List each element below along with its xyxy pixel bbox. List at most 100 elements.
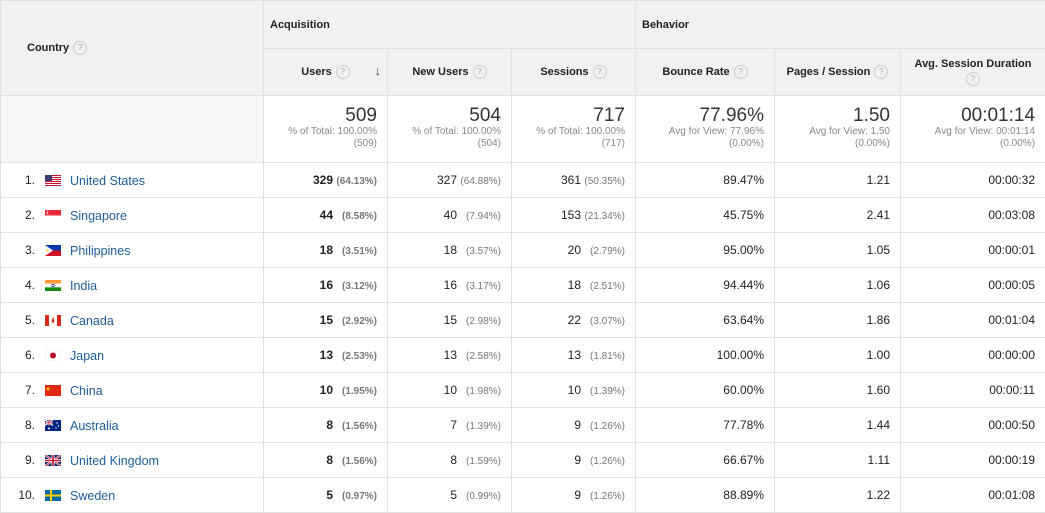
help-icon[interactable]: ?	[473, 65, 487, 79]
table-row: 8.Australia 8(1.56%) 7(1.39%) 9(1.26%) 7…	[1, 408, 1045, 443]
help-icon[interactable]: ?	[593, 65, 607, 79]
users-value: 8	[326, 418, 333, 432]
avg-duration-cell: 00:00:01	[901, 233, 1045, 268]
users-cell: 329(64.13%)	[264, 163, 388, 198]
table-row: 2.Singapore 44(8.58%) 40(7.94%) 153(21.3…	[1, 198, 1045, 233]
country-cell: 1.United States	[1, 163, 264, 198]
sessions-column-header[interactable]: Sessions?	[512, 49, 636, 96]
avg-duration-column-header[interactable]: Avg. Session Duration?	[901, 49, 1045, 96]
new-users-cell: 7(1.39%)	[388, 408, 512, 443]
flag-us-icon	[45, 175, 61, 186]
sort-descending-icon[interactable]: ↓	[375, 63, 382, 78]
bounce-rate-cell: 94.44%	[636, 268, 775, 303]
sessions-value: 9	[574, 488, 581, 502]
sessions-percent: (3.07%)	[581, 316, 625, 327]
bounce-rate-column-header[interactable]: Bounce Rate?	[636, 49, 775, 96]
pages-session-cell: 1.21	[775, 163, 901, 198]
country-cell: 10. Sweden	[1, 478, 264, 513]
users-value: 15	[320, 313, 333, 327]
table-row: 1.United States 329(64.13%) 327(64.88%) …	[1, 163, 1045, 198]
bounce-rate-cell: 95.00%	[636, 233, 775, 268]
users-column-header[interactable]: Users? ↓	[264, 49, 388, 96]
table-row: 5.Canada 15(2.92%) 15(2.98%) 22(3.07%) 6…	[1, 303, 1045, 338]
users-value: 10	[320, 383, 333, 397]
sessions-percent: (1.26%)	[581, 491, 625, 502]
new-users-cell: 327(64.88%)	[388, 163, 512, 198]
users-percent: (2.53%)	[333, 351, 377, 362]
country-column-header[interactable]: Country?	[1, 1, 264, 96]
pages-session-cell: 1.60	[775, 373, 901, 408]
country-cell: 9.United Kingdom	[1, 443, 264, 478]
row-rank: 7.	[1, 383, 35, 397]
new-users-percent: (1.98%)	[457, 386, 501, 397]
country-cell: 8.Australia	[1, 408, 264, 443]
acquisition-group-header: Acquisition	[264, 1, 636, 49]
help-icon[interactable]: ?	[336, 65, 350, 79]
avg-duration-cell: 00:01:08	[901, 478, 1045, 513]
country-link[interactable]: Japan	[70, 348, 104, 362]
country-link[interactable]: Singapore	[70, 208, 127, 222]
country-link[interactable]: United Kingdom	[70, 453, 159, 467]
users-value: 5	[326, 488, 333, 502]
new-users-header-label: New Users	[412, 66, 468, 78]
bounce-rate-cell: 88.89%	[636, 478, 775, 513]
users-cell: 8(1.56%)	[264, 443, 388, 478]
new-users-column-header[interactable]: New Users?	[388, 49, 512, 96]
sessions-percent: (1.39%)	[581, 386, 625, 397]
users-percent: (0.97%)	[333, 491, 377, 502]
help-icon[interactable]: ?	[874, 65, 888, 79]
new-users-percent: (2.58%)	[457, 351, 501, 362]
sessions-value: 13	[568, 348, 581, 362]
new-users-percent: (7.94%)	[457, 211, 501, 222]
users-cell: 8(1.56%)	[264, 408, 388, 443]
new-users-cell: 10(1.98%)	[388, 373, 512, 408]
flag-se-icon	[45, 490, 61, 501]
new-users-value: 7	[450, 418, 457, 432]
country-link[interactable]: United States	[70, 173, 145, 187]
users-value: 329	[313, 173, 333, 187]
country-header-label: Country	[27, 42, 69, 54]
help-icon[interactable]: ?	[73, 41, 87, 55]
country-link[interactable]: China	[70, 383, 103, 397]
pages-session-cell: 1.44	[775, 408, 901, 443]
avg-duration-cell: 00:03:08	[901, 198, 1045, 233]
pages-session-column-header[interactable]: Pages / Session?	[775, 49, 901, 96]
country-link[interactable]: Canada	[70, 313, 114, 327]
flag-cn-icon	[45, 385, 61, 396]
row-rank: 10.	[1, 488, 35, 502]
users-value: 16	[320, 278, 333, 292]
sessions-cell: 18(2.51%)	[512, 268, 636, 303]
header-row-groups: Country? Acquisition Behavior	[1, 1, 1045, 49]
totals-row: 509% of Total: 100.00%(509) 504% of Tota…	[1, 96, 1045, 163]
row-rank: 6.	[1, 348, 35, 362]
country-cell: 7. China	[1, 373, 264, 408]
users-cell: 13(2.53%)	[264, 338, 388, 373]
country-link[interactable]: Sweden	[70, 488, 115, 502]
users-percent: (3.51%)	[333, 246, 377, 257]
sessions-value: 9	[574, 453, 581, 467]
table-row: 6.Japan 13(2.53%) 13(2.58%) 13(1.81%) 10…	[1, 338, 1045, 373]
users-percent: (2.92%)	[333, 316, 377, 327]
users-value: 44	[320, 208, 333, 222]
new-users-percent: (3.57%)	[457, 246, 501, 257]
country-link[interactable]: Philippines	[70, 243, 130, 257]
bounce-rate-cell: 89.47%	[636, 163, 775, 198]
new-users-value: 327	[437, 173, 457, 187]
country-link[interactable]: Australia	[70, 418, 119, 432]
country-link[interactable]: India	[70, 278, 97, 292]
sessions-cell: 153(21.34%)	[512, 198, 636, 233]
users-percent: (1.56%)	[333, 421, 377, 432]
flag-gb-icon	[45, 455, 61, 466]
behavior-group-header: Behavior	[636, 1, 1045, 49]
table-row: 4.India 16(3.12%) 16(3.17%) 18(2.51%) 94…	[1, 268, 1045, 303]
avg-duration-cell: 00:01:04	[901, 303, 1045, 338]
new-users-cell: 40(7.94%)	[388, 198, 512, 233]
sessions-cell: 9(1.26%)	[512, 408, 636, 443]
total-sessions: 717% of Total: 100.00%(717)	[512, 96, 636, 163]
help-icon[interactable]: ?	[734, 65, 748, 79]
new-users-percent: (64.88%)	[457, 176, 501, 187]
bounce-rate-cell: 100.00%	[636, 338, 775, 373]
flag-au-icon	[45, 420, 61, 431]
help-icon[interactable]: ?	[966, 72, 980, 86]
